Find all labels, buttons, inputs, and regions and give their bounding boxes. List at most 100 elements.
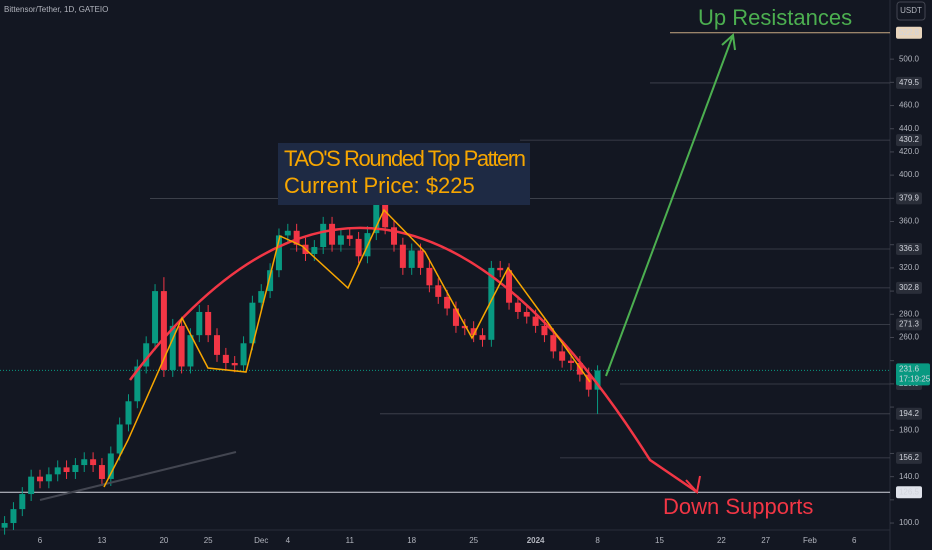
x-tick-label: 18 (407, 536, 416, 545)
candle-body (267, 270, 274, 292)
level-box (896, 192, 922, 205)
candle-body (143, 343, 150, 367)
candle-body (417, 250, 424, 268)
currency: USDT (900, 6, 922, 15)
y-tick-label: 460.0 (899, 101, 920, 110)
candle-body (134, 366, 141, 402)
level-label: 156.2 (899, 453, 920, 462)
candle-body (559, 351, 566, 361)
x-tick-label: 27 (761, 536, 770, 545)
y-tick-label: 280.0 (899, 309, 920, 318)
candle-body (479, 335, 486, 340)
level-label: 194.2 (899, 409, 920, 418)
candle-body (169, 325, 176, 370)
level-label: 479.5 (899, 78, 920, 87)
candle-body (240, 343, 247, 366)
candle-body (81, 459, 88, 466)
candle-body (594, 370, 601, 390)
annotation: Down Supports (663, 494, 813, 519)
candle-body (258, 291, 265, 303)
y-tick-label: 320.0 (899, 263, 920, 272)
annotation: TAO'S Rounded Top Pattern (284, 146, 526, 171)
candle-body (444, 296, 451, 309)
rounded-top-arc (129, 226, 698, 494)
level-label: 336.3 (899, 244, 920, 253)
candle-body (63, 467, 70, 473)
y-tick-label: 420.0 (899, 147, 920, 156)
candle-body (45, 474, 52, 482)
candle-body (152, 291, 159, 344)
candle-body (214, 335, 220, 355)
candle-body (488, 267, 495, 340)
x-tick-label: 2024 (527, 536, 545, 545)
candle-body (222, 354, 229, 363)
candle-body (497, 267, 504, 271)
annotation-box (278, 143, 530, 205)
up-arrow (605, 34, 734, 377)
candle-body (408, 250, 415, 268)
x-tick-label: 25 (469, 536, 478, 545)
current-price-box (896, 363, 930, 386)
level-box (896, 134, 922, 147)
candle-body (275, 235, 282, 271)
candle-body (311, 247, 318, 254)
candle-body (355, 238, 362, 257)
candle-body (90, 459, 97, 466)
candle-body (196, 311, 203, 336)
candle-body (107, 453, 114, 479)
x-tick-label: 25 (204, 536, 213, 545)
countdown: 17:19:25 (899, 375, 931, 384)
y-tick-label: 500.0 (899, 54, 920, 63)
level-box (896, 407, 922, 420)
candle-body (435, 285, 442, 297)
candle-body (506, 270, 513, 303)
candle-body (550, 335, 557, 352)
candle-body (470, 328, 477, 336)
candle-body (160, 291, 167, 370)
candle-body (1, 523, 8, 528)
candle-body (329, 223, 336, 245)
y-tick-label: 400.0 (899, 170, 920, 179)
candle-body (373, 204, 380, 234)
candle-body (19, 494, 26, 510)
candle-body (231, 362, 238, 366)
x-tick-label: 20 (159, 536, 168, 545)
y-tick-label: 140.0 (899, 472, 920, 481)
level-box (896, 242, 922, 255)
x-tick-label: 6 (852, 536, 857, 545)
candle-body (10, 509, 17, 524)
level-label: 522.8 (899, 28, 920, 37)
candle-body (28, 476, 35, 495)
zigzag (103, 208, 591, 488)
level-label: 430.2 (899, 135, 920, 144)
x-tick-label: 11 (346, 536, 355, 545)
x-tick-label: 6 (38, 536, 43, 545)
arrow-head (685, 475, 701, 495)
candle-body (382, 204, 389, 228)
level-label: 126.5 (899, 487, 920, 496)
candle-body (541, 325, 548, 336)
level-box (896, 318, 922, 331)
candle-body (391, 227, 397, 245)
level-box (896, 26, 922, 39)
chart-title: Bittensor/Tether, 1D, GATEIO (4, 5, 108, 14)
candle-body (54, 467, 61, 475)
candle-body (426, 267, 433, 286)
candle-body (346, 235, 353, 239)
candle-body (320, 223, 327, 248)
candle-body (523, 311, 530, 317)
level-box (896, 451, 922, 464)
currency-box (896, 1, 926, 21)
candle-body (116, 424, 123, 454)
annotation: Up Resistances (698, 5, 852, 30)
candle-body (452, 308, 459, 326)
level-label: 302.8 (899, 283, 920, 292)
y-tick-label: 180.0 (899, 425, 920, 434)
candle-body (293, 230, 300, 245)
x-tick-label: 22 (717, 536, 726, 545)
trend-line (39, 451, 237, 501)
candle-body (585, 374, 592, 390)
candle-body (532, 316, 539, 326)
candle-body (98, 465, 105, 479)
